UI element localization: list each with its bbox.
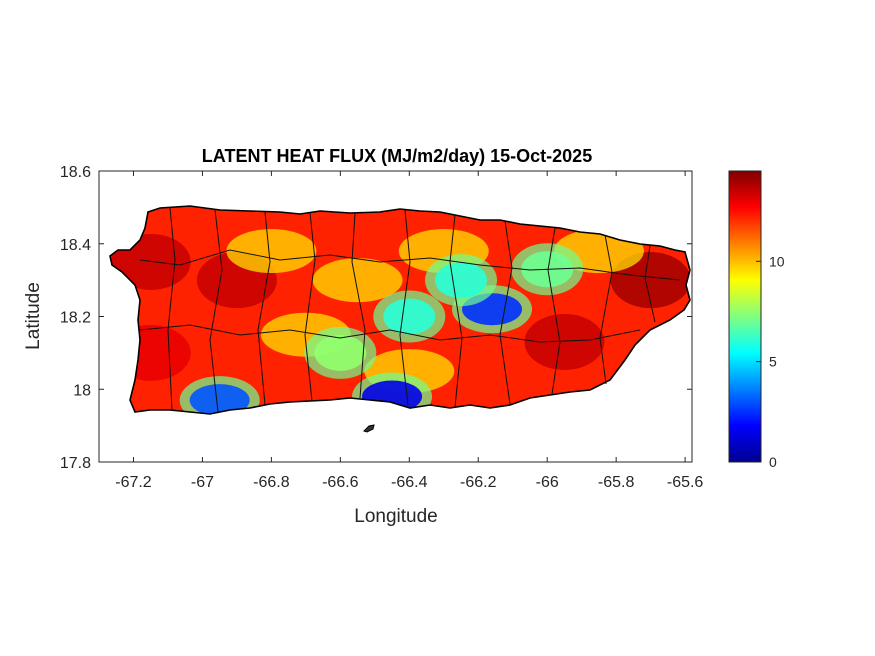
heatmap-low-zone bbox=[189, 384, 250, 414]
colorbar: 0 5 10 bbox=[728, 170, 785, 470]
municipality-boundary bbox=[644, 245, 656, 323]
y-tick-label: 18 bbox=[73, 382, 91, 399]
x-axis-ticks: -67.2 -67 -66.8 -66.6 -66.4 -66.2 -66 -65.8 -65.… bbox=[115, 171, 703, 491]
island-coastline bbox=[109, 205, 691, 415]
municipality-boundary bbox=[399, 209, 411, 406]
municipality-boundary bbox=[167, 207, 176, 411]
heatmap-low-zone bbox=[383, 298, 436, 335]
y-tick-label: 18.2 bbox=[60, 310, 91, 327]
colorbar-tick-label: 10 bbox=[769, 253, 785, 269]
colorbar-tick-label: 5 bbox=[769, 354, 777, 370]
x-axis-label: Longitude bbox=[354, 506, 437, 527]
y-tick-label: 18.6 bbox=[60, 164, 91, 181]
x-tick-label: -66.8 bbox=[253, 474, 290, 491]
y-tick-label: 17.8 bbox=[60, 455, 91, 472]
heatmap-mid-zone bbox=[226, 229, 317, 274]
x-tick-label: -66.4 bbox=[391, 474, 428, 491]
x-tick-label: -66.6 bbox=[322, 474, 359, 491]
municipality-boundary bbox=[449, 214, 463, 408]
municipality-boundary bbox=[139, 324, 641, 343]
municipality-boundary bbox=[599, 234, 613, 385]
municipality-boundary bbox=[209, 209, 223, 413]
x-tick-label: -65.6 bbox=[667, 474, 704, 491]
plot-area: -67.2 -67 -66.8 -66.6 -66.4 -66.2 -66 -65.8 -65.… bbox=[60, 164, 704, 491]
x-tick-label: -67.2 bbox=[115, 474, 152, 491]
x-tick-label: -65.8 bbox=[598, 474, 635, 491]
heatmap-low-zone bbox=[435, 262, 488, 299]
x-tick-label: -66.2 bbox=[460, 474, 497, 491]
municipality-boundary bbox=[499, 220, 513, 405]
chart-title: LATENT HEAT FLUX (MJ/m2/day) 15-Oct-2025 bbox=[202, 146, 592, 166]
colorbar-tick-label: 0 bbox=[769, 454, 777, 470]
y-tick-label: 18.4 bbox=[60, 237, 91, 254]
colorbar-gradient bbox=[728, 170, 762, 463]
y-axis-ticks: 17.8 18 18.2 18.4 18.6 bbox=[60, 164, 692, 472]
small-island bbox=[363, 424, 375, 433]
colorbar-ticks: 0 5 10 bbox=[756, 253, 785, 470]
municipality-boundary bbox=[257, 211, 271, 406]
heatmap-mid-zone bbox=[312, 258, 403, 303]
municipality-boundary bbox=[547, 227, 561, 395]
x-tick-label: -67 bbox=[191, 474, 214, 491]
x-tick-label: -66 bbox=[536, 474, 559, 491]
heatmap-high-zone bbox=[524, 313, 605, 370]
municipality-boundary bbox=[304, 212, 316, 402]
municipality-boundaries bbox=[139, 207, 681, 413]
y-axis-label: Latitude bbox=[23, 282, 44, 350]
heatmap-field bbox=[110, 206, 690, 414]
municipality-boundary bbox=[351, 212, 366, 399]
heatmap-low-zone bbox=[314, 334, 367, 371]
municipality-boundary bbox=[139, 249, 681, 281]
